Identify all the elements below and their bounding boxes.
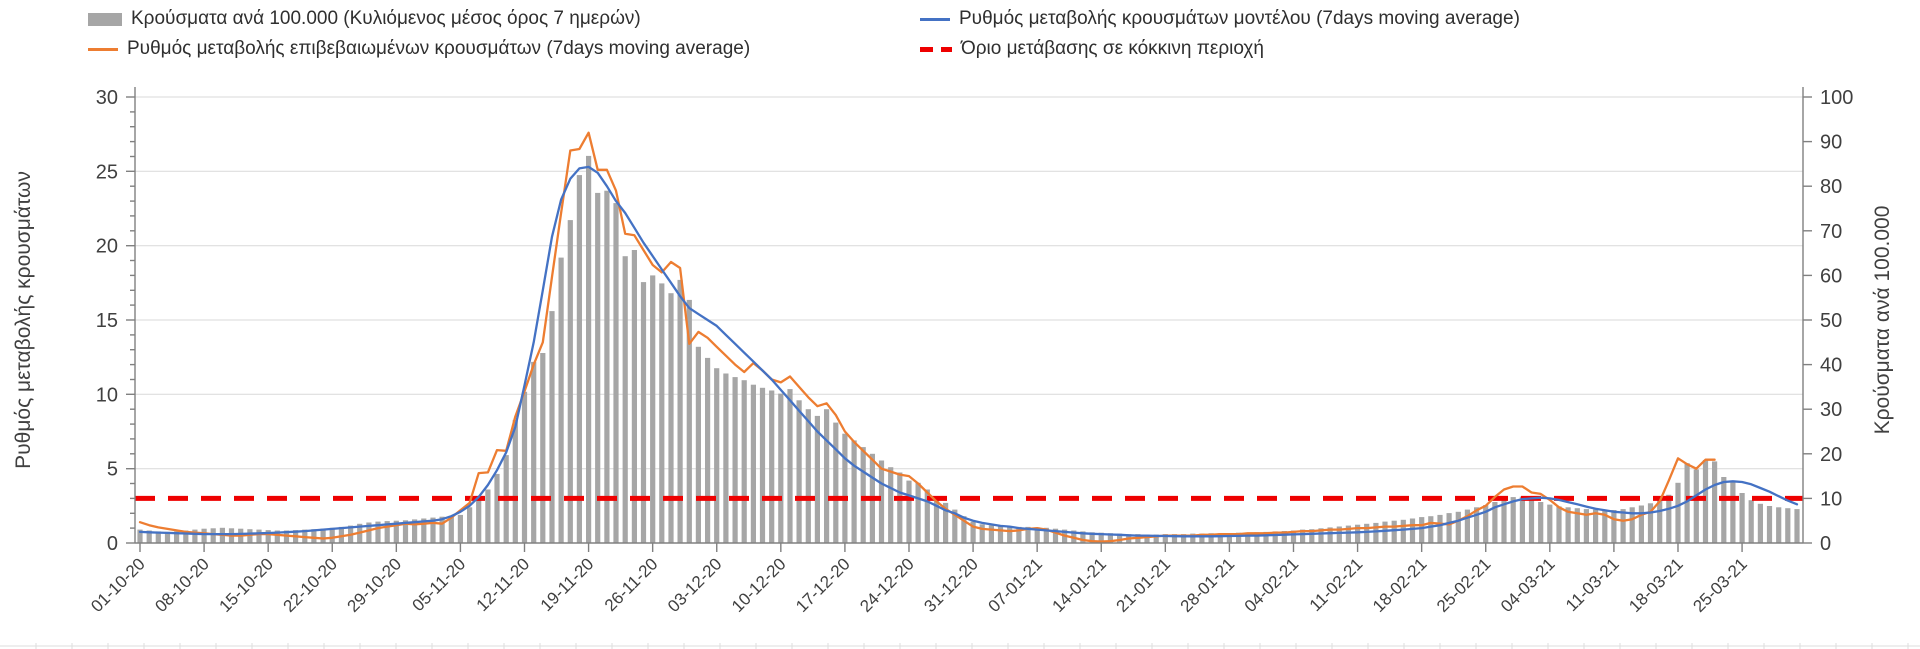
svg-text:20: 20 bbox=[1820, 444, 1842, 466]
svg-text:01-10-20: 01-10-20 bbox=[87, 554, 149, 616]
orange-line-swatch-icon bbox=[88, 47, 118, 51]
legend-label: Όριο μετάβασης σε κόκκινη περιοχή bbox=[961, 38, 1264, 59]
legend-item-cases-bars: Κρούσματα ανά 100.000 (Κυλιόμενος μέσος … bbox=[88, 8, 641, 30]
svg-text:26-11-20: 26-11-20 bbox=[601, 554, 662, 615]
svg-text:10: 10 bbox=[96, 384, 118, 406]
svg-text:30: 30 bbox=[96, 87, 118, 109]
legend-item-model-rate: Ρυθμός μεταβολής κρουσμάτων μοντέλου (7d… bbox=[920, 8, 1520, 30]
svg-text:12-11-20: 12-11-20 bbox=[473, 554, 534, 615]
svg-text:15-10-20: 15-10-20 bbox=[215, 554, 277, 616]
right-axis-title: Κρούσματα ανά 100.000 bbox=[1871, 206, 1894, 435]
svg-text:50: 50 bbox=[1820, 310, 1842, 332]
svg-text:31-12-20: 31-12-20 bbox=[920, 554, 982, 616]
svg-text:11-03-21: 11-03-21 bbox=[1562, 554, 1623, 615]
cases-bars bbox=[137, 155, 1800, 543]
axes-and-ticks: 0 5 10 15 20 25 30 0 10 20 30 40 50 60 70 80 90 100 bbox=[96, 87, 1853, 555]
gray-bar-swatch-icon bbox=[88, 12, 122, 26]
svg-text:07-01-21: 07-01-21 bbox=[984, 554, 1046, 616]
gridlines bbox=[135, 96, 1803, 470]
svg-text:28-01-21: 28-01-21 bbox=[1177, 554, 1239, 616]
svg-text:25: 25 bbox=[96, 161, 118, 183]
legend-item-confirmed-rate: Ρυθμός μεταβολής επιβεβαιωμένων κρουσμάτ… bbox=[88, 38, 750, 60]
svg-text:25-03-21: 25-03-21 bbox=[1689, 554, 1751, 616]
svg-text:04-02-21: 04-02-21 bbox=[1241, 554, 1303, 616]
svg-text:5: 5 bbox=[107, 459, 118, 481]
svg-text:15: 15 bbox=[96, 310, 118, 332]
svg-text:10: 10 bbox=[1820, 488, 1842, 510]
svg-text:22-10-20: 22-10-20 bbox=[279, 554, 341, 616]
svg-text:60: 60 bbox=[1820, 265, 1842, 287]
bottom-edge-strip bbox=[0, 643, 1920, 649]
svg-text:14-01-21: 14-01-21 bbox=[1048, 554, 1110, 616]
rate-lines bbox=[138, 131, 1799, 543]
svg-text:90: 90 bbox=[1820, 132, 1842, 154]
svg-text:11-02-21: 11-02-21 bbox=[1306, 554, 1367, 615]
svg-text:19-11-20: 19-11-20 bbox=[537, 554, 598, 615]
legend-label: Ρυθμός μεταβολής κρουσμάτων μοντέλου (7d… bbox=[959, 8, 1520, 29]
svg-text:25-02-21: 25-02-21 bbox=[1433, 554, 1495, 616]
blue-line-swatch-icon bbox=[920, 17, 950, 21]
svg-text:0: 0 bbox=[107, 533, 118, 555]
svg-text:04-03-21: 04-03-21 bbox=[1497, 554, 1559, 616]
svg-text:17-12-20: 17-12-20 bbox=[792, 554, 854, 616]
svg-text:08-10-20: 08-10-20 bbox=[151, 554, 213, 616]
svg-text:20: 20 bbox=[96, 236, 118, 258]
svg-text:21-01-21: 21-01-21 bbox=[1113, 554, 1175, 616]
x-axis-date-labels: 01-10-20 08-10-20 15-10-20 22-10-20 29-10-20… bbox=[87, 554, 1751, 616]
svg-text:29-10-20: 29-10-20 bbox=[344, 554, 406, 616]
svg-text:03-12-20: 03-12-20 bbox=[664, 554, 726, 616]
svg-text:40: 40 bbox=[1820, 355, 1842, 377]
legend-label: Ρυθμός μεταβολής επιβεβαιωμένων κρουσμάτ… bbox=[127, 38, 751, 59]
svg-text:100: 100 bbox=[1820, 87, 1853, 109]
svg-text:18-03-21: 18-03-21 bbox=[1625, 554, 1687, 616]
svg-text:18-02-21: 18-02-21 bbox=[1369, 554, 1431, 616]
svg-text:10-12-20: 10-12-20 bbox=[728, 554, 790, 616]
svg-text:30: 30 bbox=[1820, 399, 1842, 421]
svg-text:80: 80 bbox=[1820, 176, 1842, 198]
svg-text:70: 70 bbox=[1820, 221, 1842, 243]
legend-label: Κρούσματα ανά 100.000 (Κυλιόμενος μέσος … bbox=[131, 8, 641, 29]
red-dash-swatch-icon bbox=[920, 46, 952, 52]
svg-text:0: 0 bbox=[1820, 533, 1831, 555]
svg-text:05-11-20: 05-11-20 bbox=[409, 554, 470, 615]
legend-item-red-threshold: Όριο μετάβασης σε κόκκινη περιοχή bbox=[920, 38, 1264, 60]
svg-text:24-12-20: 24-12-20 bbox=[856, 554, 918, 616]
left-axis-title: Ρυθμός μεταβολής κρουσμάτων bbox=[12, 171, 35, 469]
